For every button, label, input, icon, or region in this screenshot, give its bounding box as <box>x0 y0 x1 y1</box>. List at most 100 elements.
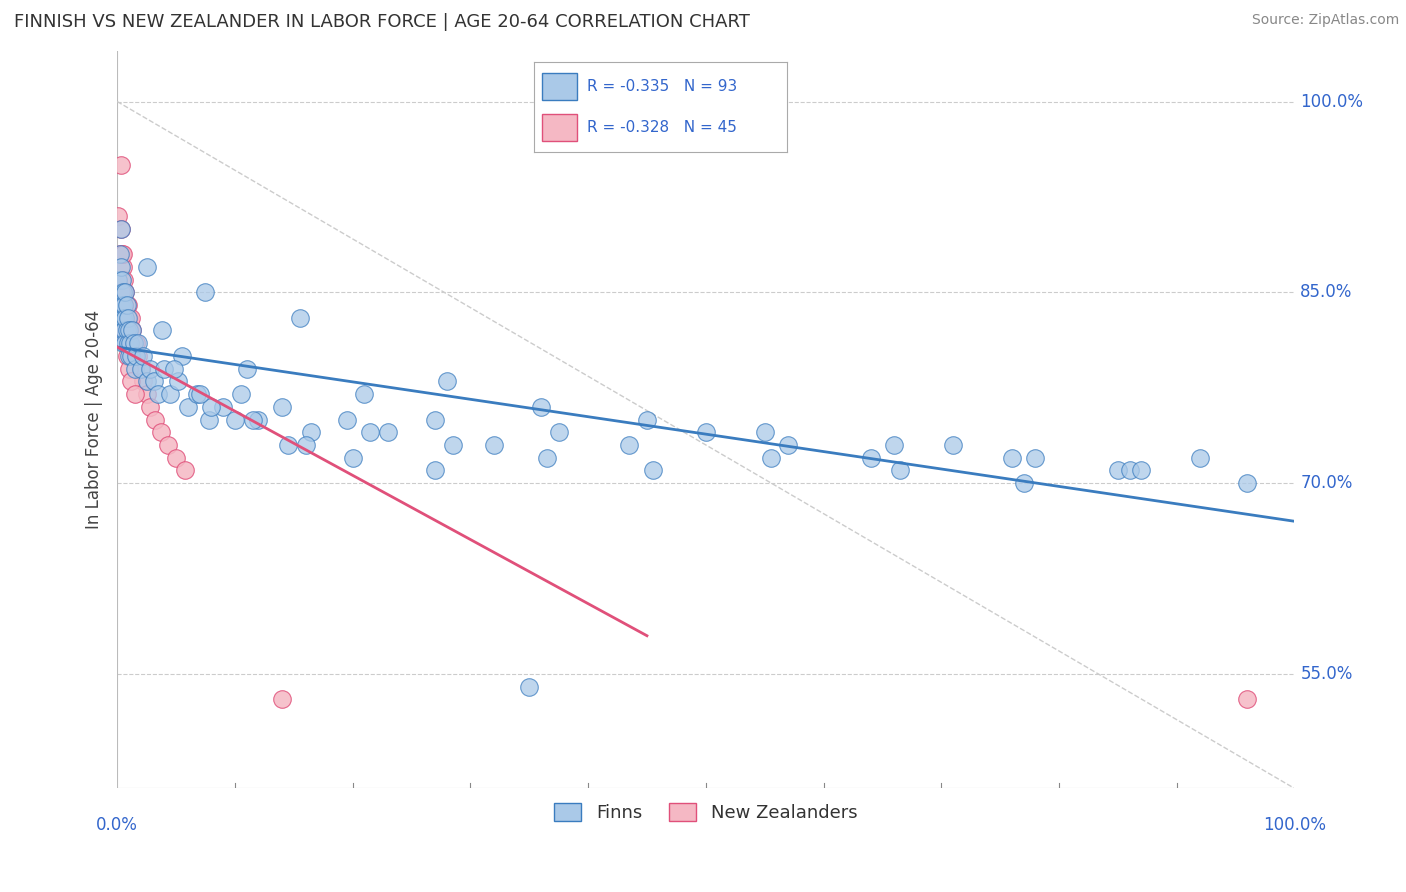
Point <box>112 285 135 300</box>
Point <box>111 272 134 286</box>
Point <box>271 400 294 414</box>
Point <box>111 298 134 312</box>
Text: R = -0.328   N = 45: R = -0.328 N = 45 <box>588 120 737 135</box>
Point <box>301 425 323 440</box>
Point <box>530 400 553 414</box>
FancyBboxPatch shape <box>541 114 578 141</box>
Point <box>1236 692 1258 706</box>
Point <box>235 361 257 376</box>
Point <box>159 387 181 401</box>
Point <box>135 387 157 401</box>
Point <box>336 412 359 426</box>
Point <box>859 450 882 465</box>
Point <box>112 323 135 337</box>
Point <box>118 310 141 325</box>
Point <box>1189 450 1212 465</box>
Point <box>170 349 193 363</box>
Point <box>111 323 134 337</box>
Point <box>163 361 186 376</box>
Point <box>143 412 166 426</box>
Point <box>114 310 136 325</box>
Point <box>125 349 148 363</box>
Text: 55.0%: 55.0% <box>1301 665 1353 683</box>
Point <box>114 336 136 351</box>
Point <box>423 463 446 477</box>
Text: 85.0%: 85.0% <box>1301 284 1353 301</box>
Point <box>942 438 965 452</box>
Legend: Finns, New Zealanders: Finns, New Zealanders <box>546 794 866 831</box>
Point <box>127 349 149 363</box>
Point <box>120 310 142 325</box>
Point <box>117 336 139 351</box>
Point <box>112 310 135 325</box>
Point <box>1001 450 1024 465</box>
Point <box>177 400 200 414</box>
Point <box>110 310 132 325</box>
Point <box>117 310 139 325</box>
Point <box>121 323 143 337</box>
Point <box>108 323 131 337</box>
Point <box>112 336 135 351</box>
Point <box>1024 450 1046 465</box>
Point <box>212 400 235 414</box>
Point <box>120 336 142 351</box>
Y-axis label: In Labor Force | Age 20-64: In Labor Force | Age 20-64 <box>86 310 103 529</box>
Point <box>121 323 143 337</box>
Point <box>167 375 190 389</box>
Point <box>120 323 142 337</box>
Point <box>636 412 658 426</box>
Point <box>1012 476 1035 491</box>
Point <box>108 247 131 261</box>
Point <box>641 463 664 477</box>
Point <box>353 387 375 401</box>
Point <box>120 349 142 363</box>
Point <box>115 323 138 337</box>
Point <box>142 375 165 389</box>
Point <box>1118 463 1140 477</box>
Point <box>889 463 911 477</box>
Point <box>114 323 136 337</box>
Point <box>132 349 155 363</box>
Point <box>200 400 222 414</box>
Point <box>108 247 131 261</box>
Point <box>107 272 129 286</box>
Point <box>112 285 135 300</box>
Point <box>111 310 134 325</box>
Point <box>122 336 145 351</box>
Point <box>482 438 505 452</box>
Point <box>247 412 270 426</box>
Point <box>118 323 141 337</box>
Point <box>107 209 129 223</box>
Point <box>112 298 135 312</box>
Point <box>165 450 187 465</box>
Point <box>111 272 134 286</box>
Point <box>124 387 146 401</box>
Text: 100.0%: 100.0% <box>1263 816 1326 834</box>
Point <box>188 387 211 401</box>
Point <box>377 425 399 440</box>
Point <box>112 298 135 312</box>
Point <box>224 412 246 426</box>
Point <box>135 260 157 274</box>
Point <box>342 450 364 465</box>
FancyBboxPatch shape <box>541 73 578 100</box>
Point <box>441 438 464 452</box>
Point <box>124 349 146 363</box>
Text: 0.0%: 0.0% <box>96 816 138 834</box>
Point <box>288 310 311 325</box>
Point <box>112 272 135 286</box>
Point <box>1130 463 1153 477</box>
Point <box>110 285 132 300</box>
Point <box>139 400 162 414</box>
Point <box>112 298 135 312</box>
Point <box>359 425 381 440</box>
Point <box>135 375 157 389</box>
Point <box>277 438 299 452</box>
Point <box>695 425 717 440</box>
Point <box>754 425 776 440</box>
Point <box>1107 463 1129 477</box>
Point <box>759 450 782 465</box>
Point <box>436 375 458 389</box>
Text: R = -0.335   N = 93: R = -0.335 N = 93 <box>588 79 738 94</box>
Point <box>112 247 135 261</box>
